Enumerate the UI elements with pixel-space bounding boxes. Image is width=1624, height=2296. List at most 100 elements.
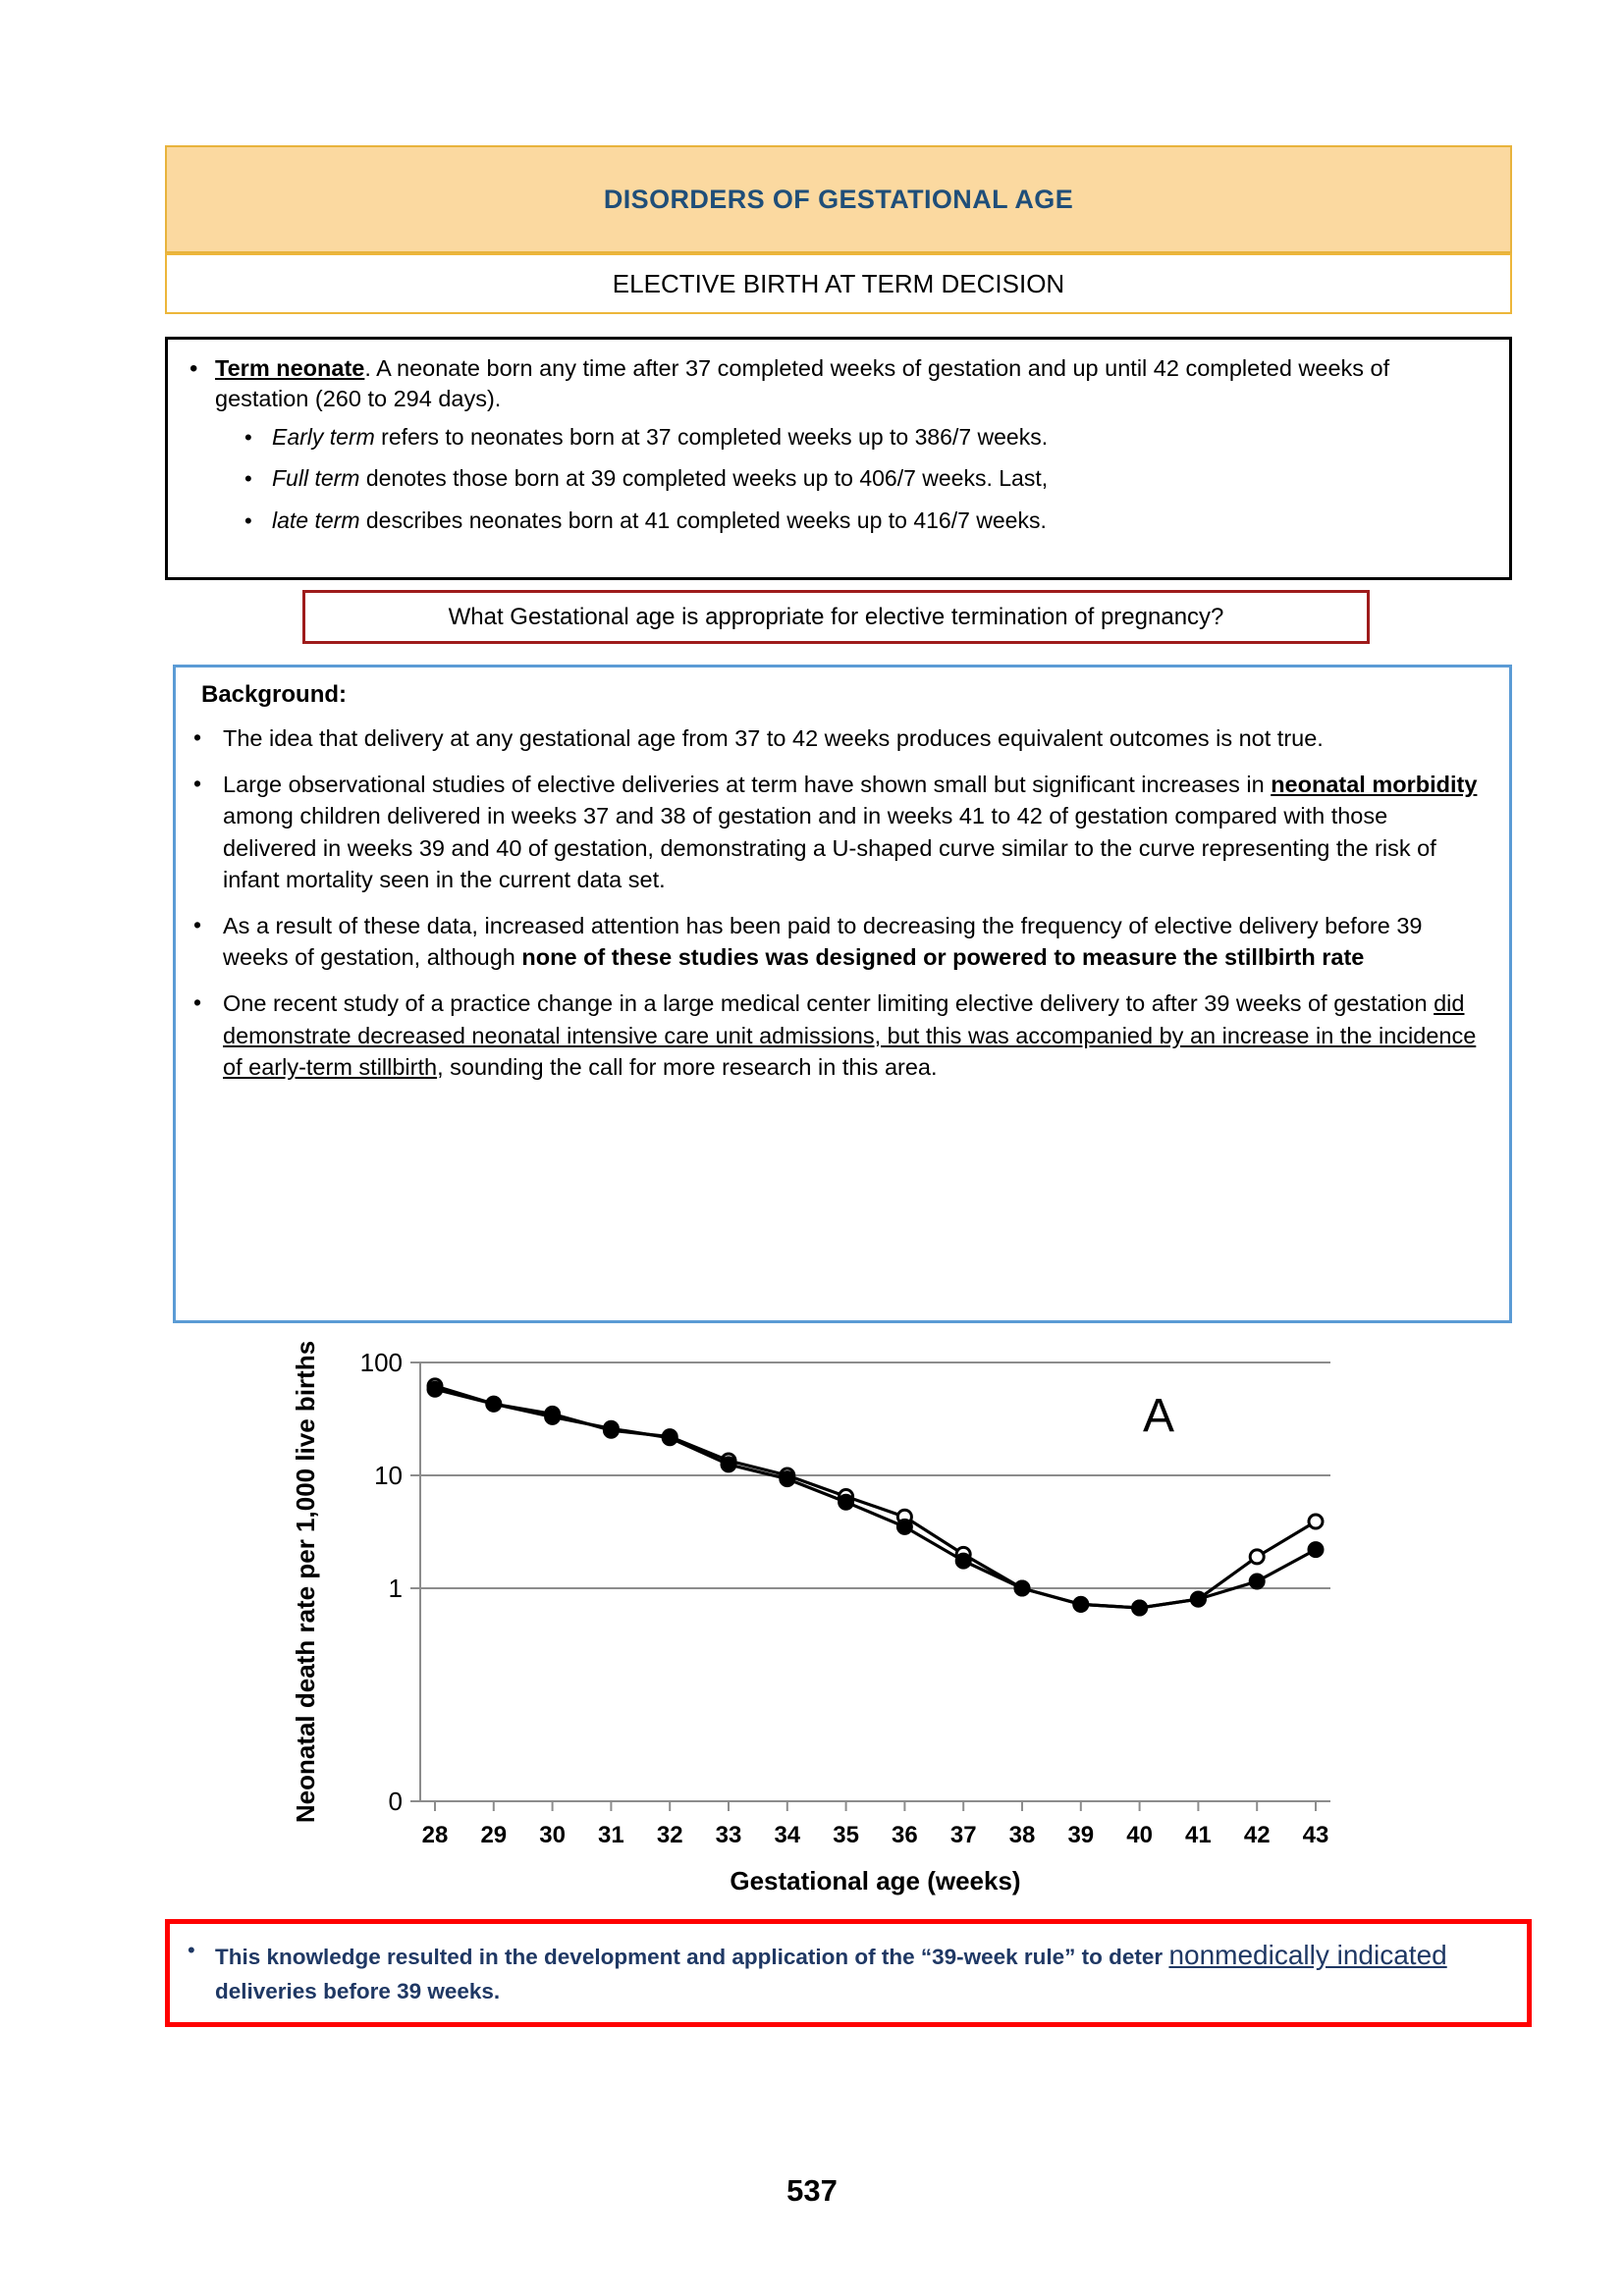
x-tick-label-36: 36	[892, 1822, 918, 1848]
data-point-filled-circle-series-37	[954, 1552, 972, 1570]
bullet-dot-icon: •	[193, 911, 202, 937]
data-point-filled-circle-series-35	[838, 1493, 855, 1511]
data-point-filled-circle-series-28	[426, 1380, 444, 1398]
definition-main-bullet: • Term neonate. A neonate born any time …	[189, 353, 1484, 415]
y-tick-label-1: 1	[389, 1574, 403, 1603]
chart-gridlines	[420, 1362, 1330, 1802]
background-bullet-2-part3: among children delivered in weeks 37 and…	[223, 803, 1436, 892]
data-point-filled-circle-series-38	[1013, 1579, 1031, 1597]
data-point-filled-circle-series-32	[661, 1429, 678, 1447]
definition-main-text: Term neonate. A neonate born any time af…	[215, 353, 1484, 415]
bullet-dot-icon: •	[193, 771, 202, 797]
x-tick-label-38: 38	[1009, 1822, 1036, 1848]
y-tick-label-10: 10	[374, 1461, 403, 1490]
conclusion-box: • This knowledge resulted in the develop…	[165, 1919, 1532, 2027]
x-tick-label-43: 43	[1303, 1822, 1329, 1848]
x-tick-label-30: 30	[539, 1822, 566, 1848]
list-item: • late term describes neonates born at 4…	[244, 507, 1484, 536]
data-point-filled-circle-series-31	[602, 1419, 620, 1437]
full-term-rest: denotes those born at 39 completed weeks…	[359, 465, 1049, 492]
bullet-dot-icon: •	[189, 355, 198, 382]
subtitle-text: ELECTIVE BIRTH AT TERM DECISION	[612, 268, 1065, 298]
list-item: • Full term denotes those born at 39 com…	[244, 464, 1484, 494]
late-term-rest: describes neonates born at 41 completed …	[359, 507, 1047, 534]
definition-sub-bullets: • Early term refers to neonates born at …	[189, 423, 1484, 537]
bullet-dot-icon: •	[193, 724, 202, 750]
list-item: • The idea that delivery at any gestatio…	[193, 722, 1480, 754]
list-item: • Large observational studies of electiv…	[193, 769, 1480, 895]
stillbirth-rate-emphasis: none of these studies was designed or po…	[521, 944, 1365, 971]
data-point-filled-circle-series-41	[1189, 1590, 1207, 1608]
background-bullet-2: Large observational studies of elective …	[223, 769, 1480, 895]
y-tick-label-0: 0	[389, 1787, 403, 1816]
background-bullet-4: One recent study of a practice change in…	[223, 988, 1480, 1083]
list-item: • One recent study of a practice change …	[193, 988, 1480, 1083]
x-tick-label-31: 31	[598, 1822, 624, 1848]
data-point-filled-circle-series-30	[544, 1408, 562, 1425]
nicu-admissions-emphasis: did demonstrate decreased neonatal inten…	[223, 990, 1477, 1080]
bullet-dot-icon: •	[244, 466, 252, 492]
conclusion-line2: deliveries before 39 weeks.	[215, 1978, 501, 2003]
early-term-text: Early term refers to neonates born at 37…	[272, 423, 1484, 453]
data-point-filled-circle-series-29	[485, 1395, 503, 1413]
background-bullet-3-part1: As a result of these data, increased att…	[223, 912, 1423, 971]
data-point-filled-circle-series-36	[895, 1518, 913, 1535]
chart-x-tick-labels: 28 29 30 31 32 33 34 35 36 37 38 39 40 41 42 43	[422, 1822, 1329, 1848]
page-number: 537	[786, 2173, 838, 2208]
chart-series-group	[426, 1377, 1325, 1617]
neonatal-morbidity-emphasis: neonatal morbidity	[1271, 772, 1478, 798]
bullet-dot-icon: •	[244, 508, 252, 534]
term-neonate-label: Term neonate	[215, 355, 365, 381]
neonatal-death-rate-chart: 100 10 1 0 28 29 30 31 32 33 34 35 36 37 38 39 40 41 42 43…	[275, 1323, 1355, 1912]
subtitle-box: ELECTIVE BIRTH AT TERM DECISION	[165, 253, 1512, 314]
late-term-label: late term	[272, 507, 360, 534]
chart-x-axis-title: Gestational age (weeks)	[730, 1866, 1020, 1896]
definition-box: • Term neonate. A neonate born any time …	[165, 337, 1512, 580]
y-tick-label-100: 100	[360, 1348, 403, 1377]
data-point-open-circle-series-42	[1248, 1548, 1266, 1566]
conclusion-text: This knowledge resulted in the developme…	[215, 1936, 1507, 2007]
nonmedically-indicated-emphasis: nonmedically indicated	[1168, 1940, 1447, 1970]
chart-axes	[410, 1362, 421, 1802]
background-bullet-1-text: The idea that delivery at any gestationa…	[223, 725, 1324, 751]
data-point-open-circle-series-43	[1307, 1513, 1325, 1530]
chart-x-ticks	[434, 1801, 1317, 1811]
list-item: • This knowledge resulted in the develop…	[188, 1936, 1507, 2007]
x-tick-label-42: 42	[1244, 1822, 1271, 1848]
x-tick-label-41: 41	[1185, 1822, 1212, 1848]
question-box: What Gestational age is appropriate for …	[302, 590, 1370, 644]
data-point-filled-circle-series-40	[1131, 1599, 1149, 1617]
background-bullet-3: As a result of these data, increased att…	[223, 910, 1480, 973]
data-point-filled-circle-series-34	[779, 1470, 796, 1488]
background-heading: Background:	[201, 681, 348, 708]
background-bullet-2-part1: Large observational studies of elective …	[223, 772, 1272, 798]
full-term-label: Full term	[272, 465, 360, 492]
bullet-dot-icon: •	[188, 1938, 195, 1962]
x-tick-label-32: 32	[657, 1822, 683, 1848]
question-text: What Gestational age is appropriate for …	[448, 603, 1224, 630]
x-tick-label-28: 28	[422, 1822, 449, 1848]
late-term-text: late term describes neonates born at 41 …	[272, 507, 1484, 536]
chart-y-axis-title: Neonatal death rate per 1,000 live birth…	[291, 1341, 320, 1823]
data-point-filled-circle-series-42	[1248, 1573, 1266, 1590]
x-tick-label-35: 35	[833, 1822, 859, 1848]
series-line-filled-circle-series	[434, 1387, 1317, 1610]
early-term-rest: refers to neonates born at 37 completed …	[374, 423, 1049, 450]
background-bullet-1: The idea that delivery at any gestationa…	[223, 722, 1480, 754]
x-tick-label-29: 29	[480, 1822, 507, 1848]
list-item: • As a result of these data, increased a…	[193, 910, 1480, 973]
data-point-filled-circle-series-39	[1072, 1595, 1090, 1613]
chart-panel-label: A	[1143, 1390, 1174, 1442]
conclusion-line1: This knowledge resulted in the developme…	[215, 1945, 1164, 1969]
background-bullet-4-part3: , sounding the call for more research in…	[437, 1053, 938, 1080]
data-point-filled-circle-series-43	[1307, 1541, 1325, 1559]
term-neonate-definition: . A neonate born any time after 37 compl…	[215, 355, 1390, 412]
bullet-dot-icon: •	[244, 424, 252, 450]
bullet-dot-icon: •	[193, 989, 202, 1016]
background-bullet-4-part1: One recent study of a practice change in…	[223, 990, 1435, 1017]
banner-title: DISORDERS OF GESTATIONAL AGE	[603, 184, 1074, 214]
section-banner: DISORDERS OF GESTATIONAL AGE	[165, 145, 1512, 253]
